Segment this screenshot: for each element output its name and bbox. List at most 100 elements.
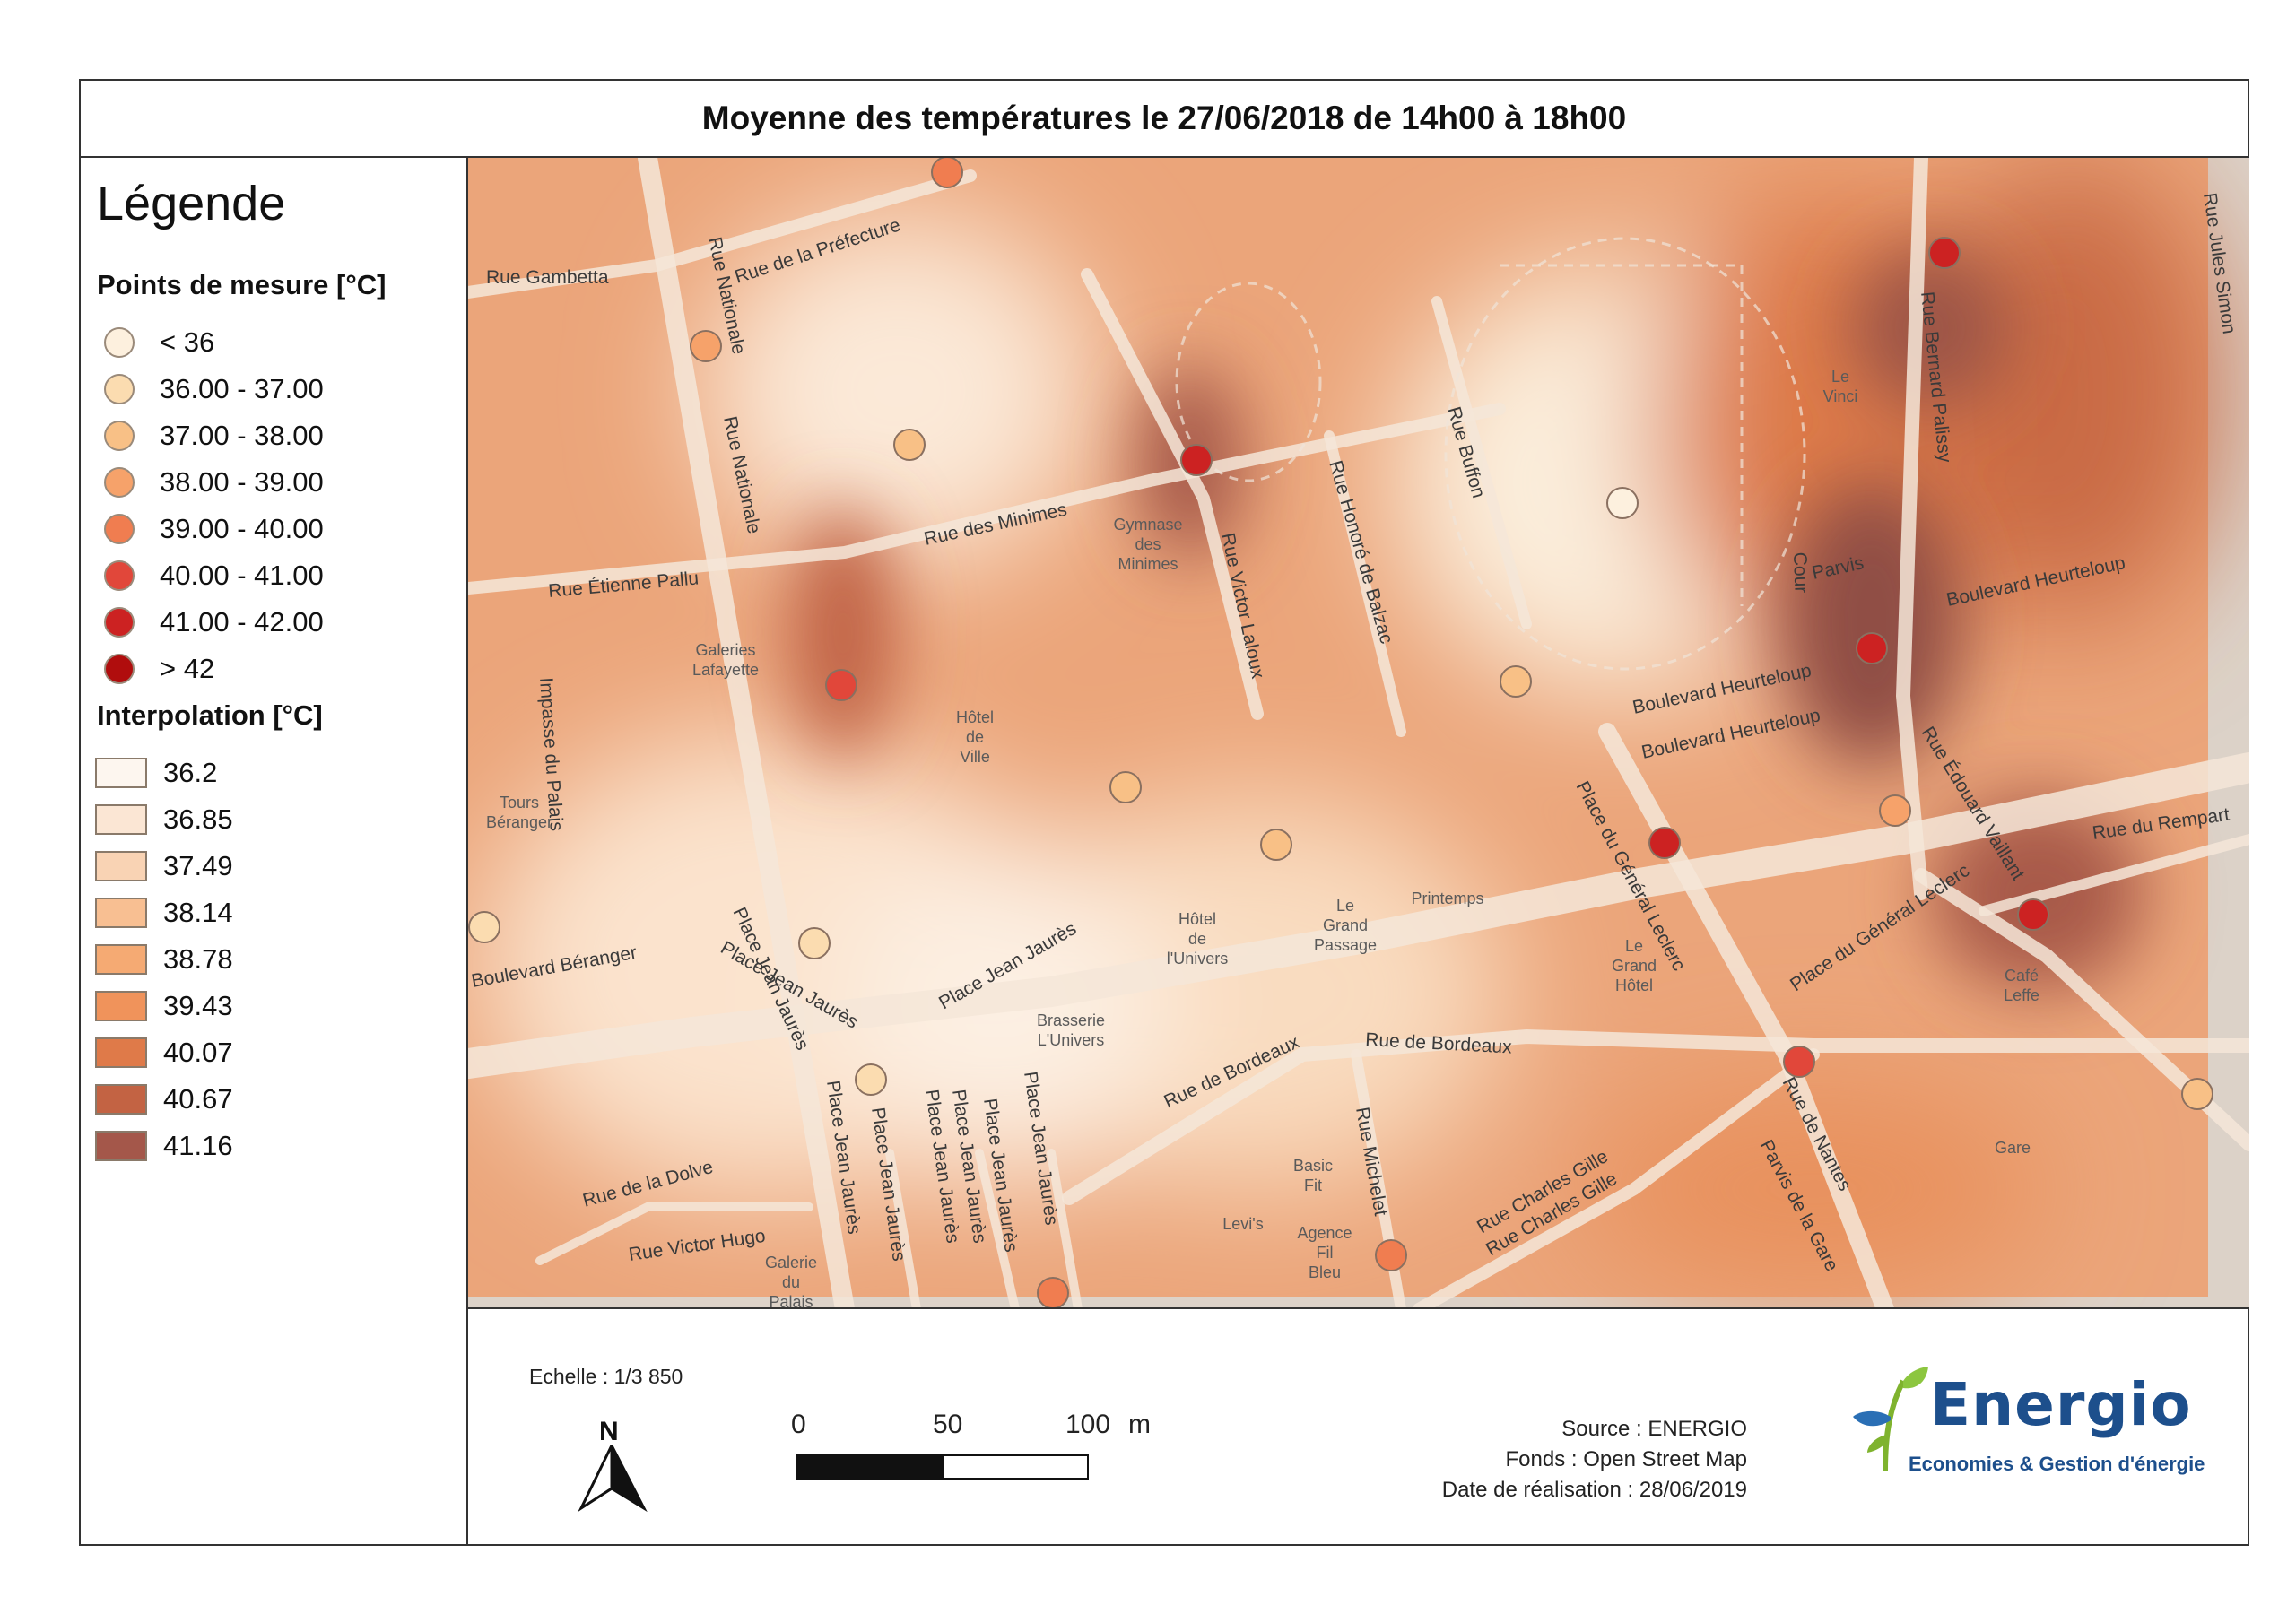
interpolation-legend-swatch (95, 1037, 147, 1068)
measure-point[interactable] (690, 330, 722, 362)
place-labels: Gymnase des Minimes Galeries Lafayette H… (486, 368, 2039, 1309)
poi-basic-fit: Basic (1293, 1157, 1333, 1175)
measure-point[interactable] (931, 158, 963, 188)
map-footer: Echelle : 1/3 850 N 0 50 100 m Source : … (468, 1309, 2249, 1546)
poi-hotel-univers-3: l'Univers (1167, 950, 1228, 968)
poi-grand-passage: Le (1336, 897, 1354, 915)
measure-point[interactable] (825, 669, 857, 701)
interpolation-legend-swatch (95, 1131, 147, 1161)
interpolation-legend-row: 38.14 (95, 895, 233, 931)
poi-gare: Gare (1995, 1139, 2031, 1157)
logo-tagline: Economies & Gestion d'énergie (1909, 1453, 2205, 1475)
interpolation-legend-row: 40.07 (95, 1035, 233, 1071)
measure-point[interactable] (1928, 237, 1961, 269)
points-legend-row: 37.00 - 38.00 (104, 418, 324, 454)
map-canvas[interactable]: Rue Gambetta Rue de la Préfecture Rue Na… (468, 158, 2249, 1309)
label-cour: Cour (1789, 551, 1812, 593)
measure-point[interactable] (893, 429, 926, 461)
poi-hotel-ville-3: Ville (960, 748, 990, 766)
measure-point[interactable] (1109, 771, 1142, 803)
street-buffon (1431, 296, 1532, 629)
measure-point[interactable] (1879, 794, 1911, 827)
poi-galeries-2: Lafayette (692, 661, 759, 679)
measure-point[interactable] (468, 911, 500, 943)
points-legend-label: > 42 (160, 653, 215, 684)
measure-point[interactable] (1856, 632, 1888, 664)
points-legend-swatch (104, 467, 135, 498)
measure-point[interactable] (1783, 1046, 1815, 1078)
interpolation-legend-swatch (95, 804, 147, 835)
interpolation-legend-row: 39.43 (95, 988, 233, 1024)
title-bar: Moyenne des températures le 27/06/2018 d… (81, 81, 2248, 158)
legend-heading: Légende (97, 177, 286, 230)
poi-galerie-palais-3: Palais (769, 1293, 813, 1309)
interpolation-legend-label: 36.2 (163, 757, 218, 788)
measure-point[interactable] (1037, 1277, 1069, 1308)
interpolation-legend-swatch (95, 758, 147, 788)
poi-cafe-leffe-2: Leffe (2004, 986, 2039, 1004)
poi-gymnase: Gymnase (1113, 516, 1182, 534)
interpolation-legend-row: 40.67 (95, 1081, 233, 1117)
street-minimes (468, 403, 1506, 595)
points-legend-row: 39.00 - 40.00 (104, 511, 324, 547)
points-legend-label: 36.00 - 37.00 (160, 373, 324, 404)
street-palissy (1895, 158, 1928, 900)
interpolation-legend-row: 41.16 (95, 1128, 233, 1164)
measure-points[interactable] (468, 158, 2213, 1308)
leaf-logo-icon (1853, 1367, 1928, 1471)
measure-point[interactable] (1375, 1239, 1407, 1271)
measure-point[interactable] (798, 927, 831, 959)
poi-fil-bleu: Agence (1297, 1224, 1352, 1242)
street-dolve (535, 1202, 813, 1265)
interpolation-legend-row: 37.49 (95, 848, 233, 884)
interpolation-legend-label: 40.07 (163, 1037, 233, 1068)
street-jean-jaures (885, 1149, 1083, 1307)
measure-point[interactable] (2181, 1078, 2213, 1110)
poi-brasserie-2: L'Univers (1038, 1031, 1104, 1049)
points-legend-row: > 42 (104, 651, 214, 687)
measure-point[interactable] (1180, 444, 1213, 476)
interpolation-legend-label: 41.16 (163, 1130, 233, 1161)
interpolation-legend-swatch (95, 944, 147, 975)
scale-tick-50: 50 (933, 1410, 963, 1439)
map-frame: Moyenne des températures le 27/06/2018 d… (79, 79, 2249, 1546)
scale-unit: m (1128, 1410, 1151, 1439)
legend-panel: Légende Points de mesure [°C] < 36 36.00 … (81, 158, 468, 1546)
measure-point[interactable] (1648, 827, 1681, 859)
scale-ratio: Echelle : 1/3 850 (529, 1365, 683, 1388)
points-legend-swatch (104, 421, 135, 451)
poi-gymnase-3: Minimes (1118, 555, 1178, 573)
points-legend-label: 40.00 - 41.00 (160, 560, 324, 591)
poi-fil-bleu-3: Bleu (1309, 1263, 1341, 1281)
map-svg: Rue Gambetta Rue de la Préfecture Rue Na… (468, 158, 2249, 1309)
poi-galerie-palais-2: du (782, 1273, 800, 1291)
measure-point[interactable] (1260, 829, 1292, 861)
svg-text:N: N (599, 1417, 619, 1446)
street-vaillant (1914, 868, 2249, 1151)
measure-point[interactable] (855, 1063, 887, 1096)
points-legend-row: < 36 (104, 325, 214, 360)
points-legend-label: < 36 (160, 326, 215, 358)
interpolation-legend-label: 40.67 (163, 1083, 233, 1115)
credit-fonds: Fonds : Open Street Map (1505, 1447, 1747, 1471)
poi-tours-beranger: Tours (500, 794, 539, 812)
poi-grand-hotel-3: Hôtel (1615, 976, 1653, 994)
credit-source: Source : ENERGIO (1561, 1417, 1747, 1441)
measure-point[interactable] (2017, 898, 2049, 931)
interpolation-legend-row: 36.2 (95, 755, 217, 791)
points-legend-label: 41.00 - 42.00 (160, 606, 324, 638)
poi-fil-bleu-2: Fil (1317, 1244, 1334, 1262)
measure-point[interactable] (1606, 487, 1639, 519)
poi-gymnase-2: des (1135, 535, 1161, 553)
energio-logo: Energio Economies & Gestion d'énergie (1849, 1363, 2226, 1497)
poi-basic-fit-2: Fit (1304, 1176, 1322, 1194)
scalebar (796, 1454, 1089, 1480)
points-legend-swatch (104, 514, 135, 544)
points-legend-label: 39.00 - 40.00 (160, 513, 324, 544)
park-paths (1175, 237, 1806, 671)
interpolation-legend-label: 36.85 (163, 803, 233, 835)
interpolation-legend-label: 37.49 (163, 850, 233, 881)
interpolation-legend-label: 38.14 (163, 897, 233, 928)
measure-point[interactable] (1500, 665, 1532, 698)
poi-printemps: Printemps (1411, 890, 1483, 907)
